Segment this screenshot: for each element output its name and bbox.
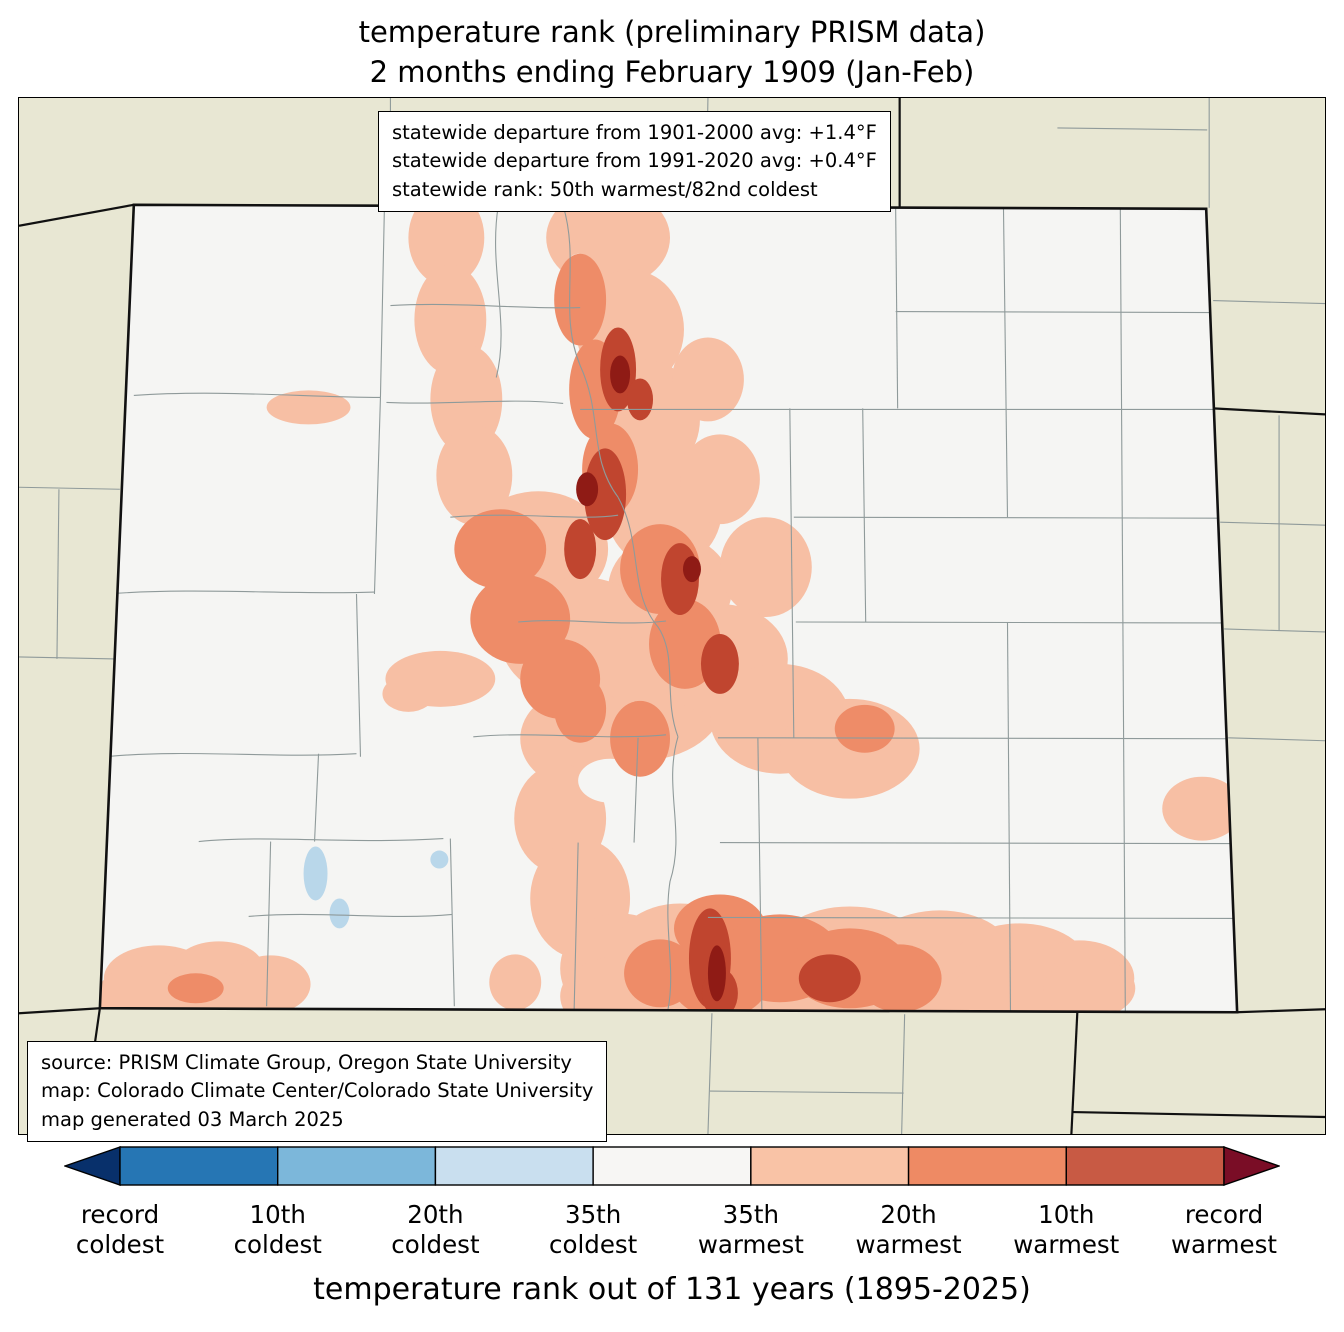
stats-line-3: statewide rank: 50th warmest/82nd coldes… [392, 177, 818, 201]
source-attribution-box: source: PRISM Climate Group, Oregon Stat… [27, 1041, 608, 1142]
colorbar-tick-label: 10th coldest [233, 1200, 322, 1259]
colorado-temperature-map [19, 98, 1325, 1134]
colorbar-tick-label: 10th warmest [1013, 1200, 1120, 1259]
source-line-3: map generated 03 March 2025 [41, 1107, 344, 1131]
statewide-stats-box: statewide departure from 1901-2000 avg: … [378, 111, 891, 212]
colorbar [62, 1146, 1282, 1186]
source-line-1: source: PRISM Climate Group, Oregon Stat… [41, 1051, 572, 1074]
page-title: temperature rank (preliminary PRISM data… [0, 12, 1344, 92]
neighbor-state-borders [19, 98, 1325, 1134]
stats-line-2: statewide departure from 1991-2020 avg: … [392, 149, 877, 173]
colorbar-tick-label: 35th coldest [549, 1200, 638, 1259]
stats-line-1: statewide departure from 1901-2000 avg: … [392, 121, 877, 144]
colorbar-labels: record coldest 10th coldest 20th coldest 35th c… [0, 1200, 1344, 1272]
rank-record-warmest [576, 355, 726, 1002]
title-line-2: 2 months ending February 1909 (Jan-Feb) [369, 55, 975, 90]
county-lines [104, 205, 1238, 1012]
colorbar-tick-label: 20th warmest [855, 1200, 962, 1259]
colorbar-caption: temperature rank out of 131 years (1895-… [313, 1272, 1031, 1307]
colorbar-tick-label: record coldest [75, 1200, 165, 1259]
title-line-1: temperature rank (preliminary PRISM data… [358, 15, 986, 49]
source-line-2: map: Colorado Climate Center/Colorado St… [41, 1079, 594, 1103]
rank-cold-spots [303, 846, 449, 929]
colorbar-tick-label: 35th warmest [697, 1200, 804, 1259]
colorbar-tick-label: 20th coldest [391, 1200, 480, 1259]
colorbar-tick-label: record warmest [1170, 1200, 1278, 1259]
map-area [18, 97, 1326, 1135]
neighbor-county-lines [19, 98, 1325, 1134]
